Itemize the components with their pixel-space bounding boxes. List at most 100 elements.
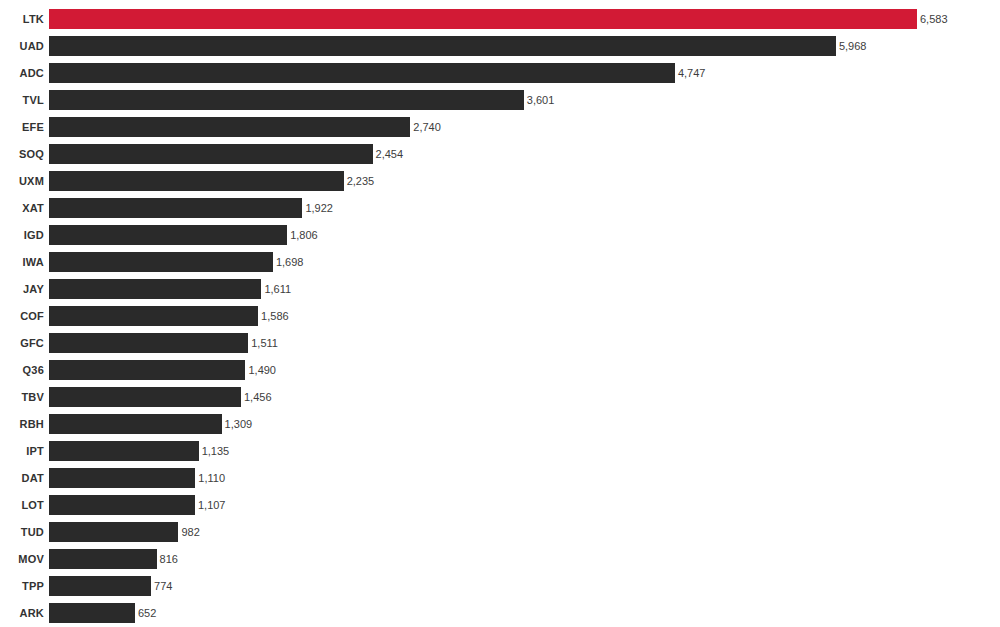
bar bbox=[49, 603, 135, 623]
bar-track: 1,490 bbox=[49, 360, 917, 380]
value-label: 1,611 bbox=[264, 283, 291, 295]
bar-chart-row: TVL 3,601 bbox=[0, 86, 1000, 113]
bar-chart-row: RBH 1,309 bbox=[0, 410, 1000, 437]
bar-chart-row: UXM 2,235 bbox=[0, 167, 1000, 194]
bar-track: 1,698 bbox=[49, 252, 917, 272]
value-label: 6,583 bbox=[920, 13, 948, 25]
bar bbox=[49, 414, 222, 434]
bar-track: 4,747 bbox=[49, 63, 917, 83]
bar bbox=[49, 333, 248, 353]
bar-chart-row: LTK 6,583 bbox=[0, 5, 1000, 32]
value-label: 1,511 bbox=[251, 337, 278, 349]
category-label: XAT bbox=[0, 202, 49, 214]
category-label: ADC bbox=[0, 67, 49, 79]
bar-track: 1,110 bbox=[49, 468, 917, 488]
value-label: 1,698 bbox=[276, 256, 304, 268]
bar bbox=[49, 441, 199, 461]
bar-chart-row: IWA 1,698 bbox=[0, 248, 1000, 275]
value-label: 1,110 bbox=[198, 472, 225, 484]
bar-track: 1,309 bbox=[49, 414, 917, 434]
bar-track: 5,968 bbox=[49, 36, 917, 56]
category-label: TBV bbox=[0, 391, 49, 403]
value-label: 1,922 bbox=[305, 202, 333, 214]
value-label: 4,747 bbox=[678, 67, 706, 79]
value-label: 1,107 bbox=[198, 499, 226, 511]
bar-chart-row: SOQ 2,454 bbox=[0, 140, 1000, 167]
category-label: COF bbox=[0, 310, 49, 322]
bar bbox=[49, 279, 261, 299]
category-label: DAT bbox=[0, 472, 49, 484]
bar bbox=[49, 306, 258, 326]
bar-chart-row: UAD 5,968 bbox=[0, 32, 1000, 59]
value-label: 982 bbox=[181, 526, 199, 538]
value-label: 1,586 bbox=[261, 310, 289, 322]
bar-chart-row: TBV 1,456 bbox=[0, 383, 1000, 410]
bar bbox=[49, 171, 344, 191]
category-label: TPP bbox=[0, 580, 49, 592]
category-label: JAY bbox=[0, 283, 49, 295]
category-label: Q36 bbox=[0, 364, 49, 376]
bar-track: 1,511 bbox=[49, 333, 917, 353]
bar-track: 2,740 bbox=[49, 117, 917, 137]
bar-chart-row: LOT 1,107 bbox=[0, 491, 1000, 518]
bar-track: 1,611 bbox=[49, 279, 917, 299]
bar-track: 2,235 bbox=[49, 171, 917, 191]
category-label: MOV bbox=[0, 553, 49, 565]
bar-track: 816 bbox=[49, 549, 917, 569]
bar-chart-row: XAT 1,922 bbox=[0, 194, 1000, 221]
category-label: TVL bbox=[0, 94, 49, 106]
category-label: UXM bbox=[0, 175, 49, 187]
bar-track: 1,135 bbox=[49, 441, 917, 461]
bar bbox=[49, 576, 151, 596]
value-label: 816 bbox=[160, 553, 178, 565]
bar bbox=[49, 36, 836, 56]
category-label: IGD bbox=[0, 229, 49, 241]
bar-track: 652 bbox=[49, 603, 917, 623]
value-label: 5,968 bbox=[839, 40, 867, 52]
category-label: IPT bbox=[0, 445, 49, 457]
bar-chart-row: COF 1,586 bbox=[0, 302, 1000, 329]
value-label: 774 bbox=[154, 580, 172, 592]
bar-track: 1,922 bbox=[49, 198, 917, 218]
category-label: EFE bbox=[0, 121, 49, 133]
value-label: 2,235 bbox=[347, 175, 375, 187]
bar bbox=[49, 225, 287, 245]
bar bbox=[49, 198, 302, 218]
bar-chart-row: IPT 1,135 bbox=[0, 437, 1000, 464]
bar bbox=[49, 9, 917, 29]
category-label: ARK bbox=[0, 607, 49, 619]
bar bbox=[49, 90, 524, 110]
bar-track: 1,107 bbox=[49, 495, 917, 515]
category-label: GFC bbox=[0, 337, 49, 349]
value-label: 1,456 bbox=[244, 391, 272, 403]
value-label: 652 bbox=[138, 607, 156, 619]
bar bbox=[49, 117, 410, 137]
bar-chart-row: Q36 1,490 bbox=[0, 356, 1000, 383]
value-label: 1,135 bbox=[202, 445, 230, 457]
bar-track: 1,806 bbox=[49, 225, 917, 245]
category-label: SOQ bbox=[0, 148, 49, 160]
bar-chart-row: TPP 774 bbox=[0, 572, 1000, 599]
bar bbox=[49, 549, 157, 569]
bar-track: 6,583 bbox=[49, 9, 917, 29]
bar bbox=[49, 387, 241, 407]
bar-chart-row: ADC 4,747 bbox=[0, 59, 1000, 86]
bar-chart: LTK 6,583 UAD 5,968 ADC 4,747 TVL 3,601 bbox=[0, 0, 1000, 627]
bar bbox=[49, 495, 195, 515]
bar-chart-row: JAY 1,611 bbox=[0, 275, 1000, 302]
bar-chart-row: ARK 652 bbox=[0, 599, 1000, 626]
bar-chart-row: IGD 1,806 bbox=[0, 221, 1000, 248]
bar-track: 2,454 bbox=[49, 144, 917, 164]
value-label: 1,806 bbox=[290, 229, 318, 241]
category-label: IWA bbox=[0, 256, 49, 268]
value-label: 3,601 bbox=[527, 94, 555, 106]
category-label: LOT bbox=[0, 499, 49, 511]
bar-chart-row: DAT 1,110 bbox=[0, 464, 1000, 491]
bar-chart-row: MOV 816 bbox=[0, 545, 1000, 572]
value-label: 2,454 bbox=[376, 148, 404, 160]
category-label: TUD bbox=[0, 526, 49, 538]
bar-chart-row: GFC 1,511 bbox=[0, 329, 1000, 356]
bar-track: 1,586 bbox=[49, 306, 917, 326]
bar-track: 774 bbox=[49, 576, 917, 596]
bar-track: 1,456 bbox=[49, 387, 917, 407]
